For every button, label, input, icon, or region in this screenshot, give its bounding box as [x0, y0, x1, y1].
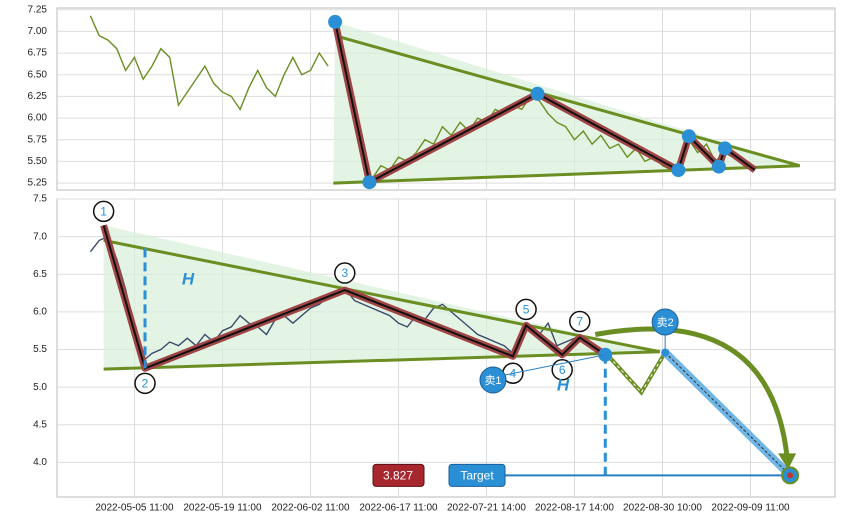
y-tick-label: 5.5: [33, 344, 47, 355]
y-tick-label: 4.5: [33, 419, 47, 430]
projection-inner: [604, 352, 666, 394]
y-tick-label: 6.50: [28, 69, 48, 80]
x-tick-label: 2022-06-17 11:00: [359, 503, 438, 514]
pattern-label: H: [557, 375, 570, 394]
x-tick-label: 2022-09-09 11:00: [711, 503, 790, 514]
x-tick-label: 2022-05-05 11:00: [95, 503, 174, 514]
sell-point: [661, 348, 670, 357]
y-tick-label: 7.0: [33, 231, 47, 242]
target-dot: [787, 472, 794, 479]
pivot-badge: [334, 262, 356, 284]
x-tick-label: 2022-08-17 14:00: [535, 503, 614, 514]
pivot: [717, 141, 732, 156]
pivot-label: 6: [559, 363, 566, 377]
target-box: [448, 463, 506, 487]
arc-arrow-head: [778, 453, 797, 470]
target-value: 3.827: [383, 469, 413, 483]
x-tick-label: 2022-05-19 11:00: [183, 503, 262, 514]
pivot-label: 2: [142, 376, 149, 390]
pattern-label: H: [182, 269, 195, 288]
trend-line: [103, 238, 661, 354]
pivot: [681, 129, 696, 144]
target-value-box: [372, 463, 425, 487]
pivot-label: 1: [100, 205, 107, 219]
y-tick-label: 7.5: [33, 194, 47, 205]
y-tick-label: 6.0: [33, 307, 47, 318]
pivot-label: 3: [341, 266, 348, 280]
y-tick-label: 7.00: [28, 26, 48, 37]
x-tick-label: 2022-08-30 10:00: [623, 503, 702, 514]
sell-label: 卖1: [484, 374, 501, 387]
pivot-badge: [92, 200, 115, 223]
pivot-label: 5: [523, 303, 530, 317]
pivot: [530, 86, 545, 101]
pivot: [711, 159, 726, 174]
pivot-badge: [515, 298, 537, 321]
pivot-label: 7: [576, 315, 583, 329]
target-path-inner: [664, 352, 791, 476]
y-tick-label: 6.25: [28, 91, 48, 102]
pivot: [328, 14, 343, 29]
y-tick-label: 5.50: [28, 156, 48, 167]
pivot: [362, 175, 377, 190]
y-tick-label: 5.0: [33, 382, 47, 393]
arc-arrow: [594, 326, 790, 458]
y-tick-label: 4.0: [33, 457, 47, 468]
sell-label: 卖2: [657, 316, 674, 329]
pivot: [671, 163, 686, 178]
y-tick-label: 6.5: [33, 269, 47, 280]
pivot-badge: [134, 372, 156, 395]
y-tick-label: 6.00: [28, 113, 48, 124]
y-tick-label: 5.25: [28, 178, 48, 189]
y-tick-label: 6.75: [28, 48, 48, 59]
y-tick-label: 7.25: [28, 4, 48, 15]
zigzag-inner: [102, 225, 606, 370]
pivot-badge: [569, 310, 591, 333]
target-text: Target: [460, 469, 494, 483]
x-tick-label: 2022-07-21 14:00: [447, 503, 526, 514]
sell-badge: [479, 366, 507, 394]
x-tick-label: 2022-06-02 11:00: [271, 503, 350, 514]
y-tick-label: 5.75: [28, 134, 48, 145]
sell-link: [504, 354, 606, 376]
sell-badge: [651, 308, 679, 336]
